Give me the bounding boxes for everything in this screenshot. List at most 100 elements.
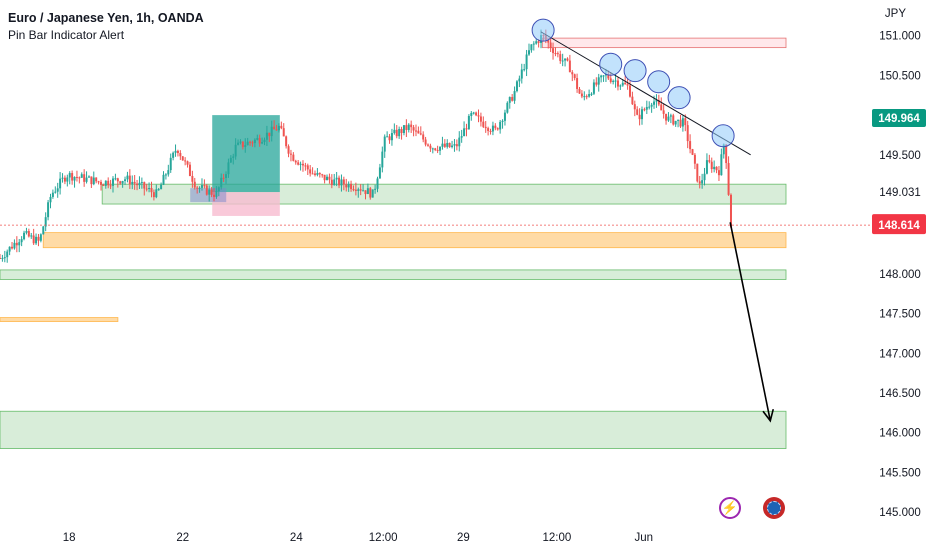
candle (489, 128, 492, 135)
candle (491, 121, 494, 136)
candle (665, 113, 668, 125)
candle (277, 123, 280, 133)
candle (143, 181, 146, 196)
candle (451, 140, 454, 149)
candle (448, 142, 451, 148)
candle-body (621, 82, 624, 86)
candle (42, 225, 45, 235)
candle-body (342, 179, 345, 185)
candle (381, 146, 384, 173)
candle-body (729, 194, 732, 228)
candle (54, 186, 57, 194)
x-tick-label: 18 (63, 532, 76, 544)
candle-body (366, 188, 369, 195)
candle (309, 165, 312, 177)
candle-body (636, 109, 639, 115)
candle (239, 139, 242, 145)
candle-body (112, 178, 115, 186)
indicator-label[interactable]: Pin Bar Indicator Alert (8, 28, 125, 42)
candle-body (162, 174, 165, 185)
candle (47, 199, 50, 221)
candle-body (612, 80, 615, 83)
candle (472, 111, 475, 115)
candle (51, 189, 54, 199)
x-tick-label: 29 (457, 532, 470, 544)
candle (400, 126, 403, 140)
candle-body (412, 127, 415, 131)
candle (482, 116, 485, 129)
candle (686, 120, 689, 149)
candle (703, 167, 706, 186)
candle-body (275, 129, 278, 131)
price-label-text: 149.964 (878, 113, 920, 125)
candle-body (386, 136, 389, 138)
candle-body (508, 97, 511, 103)
candle-body (532, 43, 535, 45)
candle-body (131, 181, 134, 185)
candle (196, 185, 199, 194)
candle (126, 171, 129, 183)
candle-body (513, 91, 516, 101)
candle (85, 171, 88, 184)
candle (357, 187, 360, 198)
candle-body (390, 133, 393, 141)
candle-body (686, 125, 689, 142)
candle-body (448, 142, 451, 148)
candle (246, 137, 249, 146)
candle (725, 144, 728, 169)
candle (672, 113, 675, 126)
candle (90, 176, 93, 188)
candle-body (225, 174, 228, 178)
candle-body (405, 125, 408, 130)
candle (645, 100, 648, 115)
candle-body (347, 183, 350, 188)
candle (638, 108, 641, 126)
candle-body (237, 142, 240, 145)
candle-body (244, 145, 247, 147)
candle (475, 111, 478, 117)
candle (405, 119, 408, 138)
candle-body (616, 80, 619, 87)
candle-body (633, 104, 636, 110)
candle (222, 173, 225, 183)
candle (49, 193, 52, 209)
candle (193, 177, 196, 190)
candle-body (354, 189, 357, 191)
y-tick-label: 148.000 (879, 269, 921, 281)
candle (530, 44, 533, 53)
candle (383, 134, 386, 158)
candle (626, 78, 629, 90)
candle-body (479, 116, 482, 122)
candle-body (174, 150, 177, 153)
candle-body (37, 236, 40, 241)
candle-body (99, 181, 102, 185)
candle-body (547, 40, 550, 43)
symbol-title[interactable]: Euro / Japanese Yen, 1h, OANDA (8, 11, 204, 25)
candle (429, 143, 432, 152)
candle-body (720, 154, 723, 176)
candle (388, 134, 391, 144)
candle (61, 173, 64, 183)
candle (210, 187, 213, 198)
current-level-label: 149.964 (872, 108, 926, 127)
candle-body (68, 173, 71, 178)
globe-icon[interactable] (763, 497, 785, 519)
trade-loss-area (212, 192, 280, 216)
candle (691, 148, 694, 156)
candle (99, 179, 102, 191)
candle-body (515, 81, 518, 92)
candle-body (78, 177, 81, 179)
candle-body (455, 144, 458, 147)
candle-body (424, 139, 427, 145)
candle (18, 239, 21, 253)
candle-body (263, 139, 266, 143)
projection-arrow-head (762, 408, 775, 423)
candle-body (143, 182, 146, 189)
candle-body (54, 191, 57, 193)
candle-body (475, 112, 478, 116)
candle (398, 126, 401, 139)
lightning-icon[interactable]: ⚡ (719, 497, 741, 519)
candle-body (25, 231, 28, 233)
